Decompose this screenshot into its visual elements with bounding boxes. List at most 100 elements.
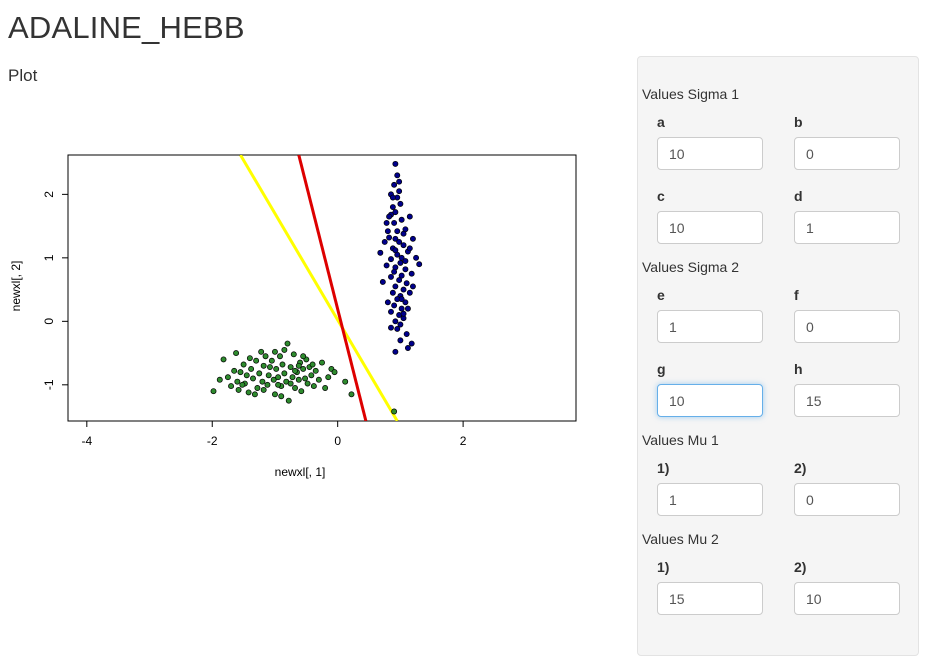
class-1-point [278, 393, 285, 400]
class-1-point [273, 365, 280, 372]
label-a: a [657, 114, 665, 130]
class-2-point [408, 270, 415, 277]
class-1-point [287, 364, 294, 370]
label-mu2-1: 1) [657, 559, 670, 575]
class-2-point [404, 345, 411, 351]
class-1-point [262, 353, 269, 360]
x-tick-label: 0 [334, 434, 341, 448]
class-2-point [388, 256, 394, 263]
class-2-point [389, 194, 396, 201]
class-1-point [298, 388, 305, 395]
class-1-point [233, 350, 240, 357]
label-h: h [794, 361, 803, 377]
input-mu1-2[interactable] [794, 483, 900, 516]
class-2-point [388, 324, 394, 331]
class-1-point [251, 391, 258, 398]
class-2-point [391, 219, 398, 226]
class-1-point [325, 374, 332, 381]
class-2-point [391, 181, 398, 188]
class-2-point [402, 226, 409, 233]
class-2-point [392, 247, 399, 254]
plot-heading: Plot [8, 66, 38, 85]
label-d: d [794, 188, 803, 204]
class-1-point [235, 386, 242, 393]
input-mu2-2[interactable] [794, 582, 900, 615]
input-mu2-1[interactable] [657, 582, 763, 615]
group-title-sigma-1: Values Sigma 1 [642, 86, 740, 102]
class-2-point [403, 331, 410, 337]
class-2-point [396, 277, 403, 284]
input-c[interactable] [657, 211, 763, 244]
class-2-point [392, 348, 399, 355]
input-g[interactable] [657, 384, 763, 417]
class-2-point [377, 249, 384, 256]
class-1-point [260, 386, 267, 393]
class-2-point [388, 273, 394, 280]
class-2-point [406, 245, 413, 252]
class-2-point [384, 299, 391, 306]
class-1-point [289, 374, 296, 381]
input-b[interactable] [794, 137, 900, 170]
class-2-point [406, 213, 413, 220]
class-1-point [300, 353, 307, 360]
class-1-point [292, 367, 298, 374]
class-1-point [308, 372, 315, 379]
input-d[interactable] [794, 211, 900, 244]
class-2-point [400, 310, 407, 317]
input-e[interactable] [657, 310, 763, 343]
label-c: c [657, 188, 665, 204]
class-2-point [386, 213, 393, 220]
class-2-point [392, 283, 399, 290]
class-1-point [266, 364, 273, 370]
class-1-point [237, 369, 244, 376]
class-1-point [279, 361, 286, 368]
y-tick-label: 2 [42, 191, 56, 198]
class-1-point [220, 356, 227, 363]
class-2-point [402, 266, 409, 273]
red-line [297, 155, 368, 421]
class-1-point [342, 378, 349, 385]
class-1-point [268, 357, 275, 364]
class-2-point [398, 296, 405, 303]
label-mu1-2: 2) [794, 460, 807, 476]
input-a[interactable] [657, 137, 763, 170]
class-2-point [397, 200, 404, 207]
class-1-point [210, 388, 217, 395]
class-2-point [392, 235, 399, 242]
class-1-point [287, 380, 294, 387]
class-2-point [398, 216, 405, 223]
class-2-point [392, 318, 399, 325]
input-h[interactable] [794, 384, 900, 417]
class-1-point [290, 351, 297, 358]
class-1-point [264, 381, 271, 388]
x-tick-label: -2 [207, 434, 218, 448]
class-1-point [254, 385, 261, 391]
class-2-point [383, 262, 390, 269]
class-2-point [389, 289, 396, 296]
class-1-point [295, 362, 302, 369]
class-2-point [398, 305, 405, 312]
class-2-point [408, 340, 415, 347]
class-2-point [389, 204, 396, 211]
class-2-point [396, 178, 403, 185]
y-tick-label: 0 [42, 318, 56, 325]
class-1-point [275, 374, 282, 381]
class-1-point [224, 374, 231, 381]
class-2-point [384, 228, 391, 235]
class-2-point [398, 272, 405, 279]
class-1-point [304, 380, 311, 387]
class-1-point [322, 385, 329, 391]
class-2-point [397, 259, 404, 266]
class-2-point [391, 302, 398, 309]
class-2-point [404, 305, 411, 312]
class-2-point [406, 289, 413, 296]
class-1-point [277, 353, 283, 360]
class-2-point [416, 261, 423, 268]
input-f[interactable] [794, 310, 900, 343]
class-1-point [259, 378, 266, 385]
class-1-point [239, 381, 246, 388]
input-mu1-1[interactable] [657, 483, 763, 516]
class-1-point [309, 361, 316, 368]
class-2-point [413, 254, 420, 261]
class-1-point [300, 365, 307, 372]
